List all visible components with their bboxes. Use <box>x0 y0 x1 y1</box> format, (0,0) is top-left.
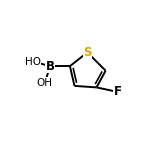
Text: OH: OH <box>37 78 53 88</box>
Text: F: F <box>114 85 122 98</box>
Text: B: B <box>46 60 55 73</box>
Text: S: S <box>83 46 92 59</box>
Text: HO: HO <box>25 57 41 67</box>
